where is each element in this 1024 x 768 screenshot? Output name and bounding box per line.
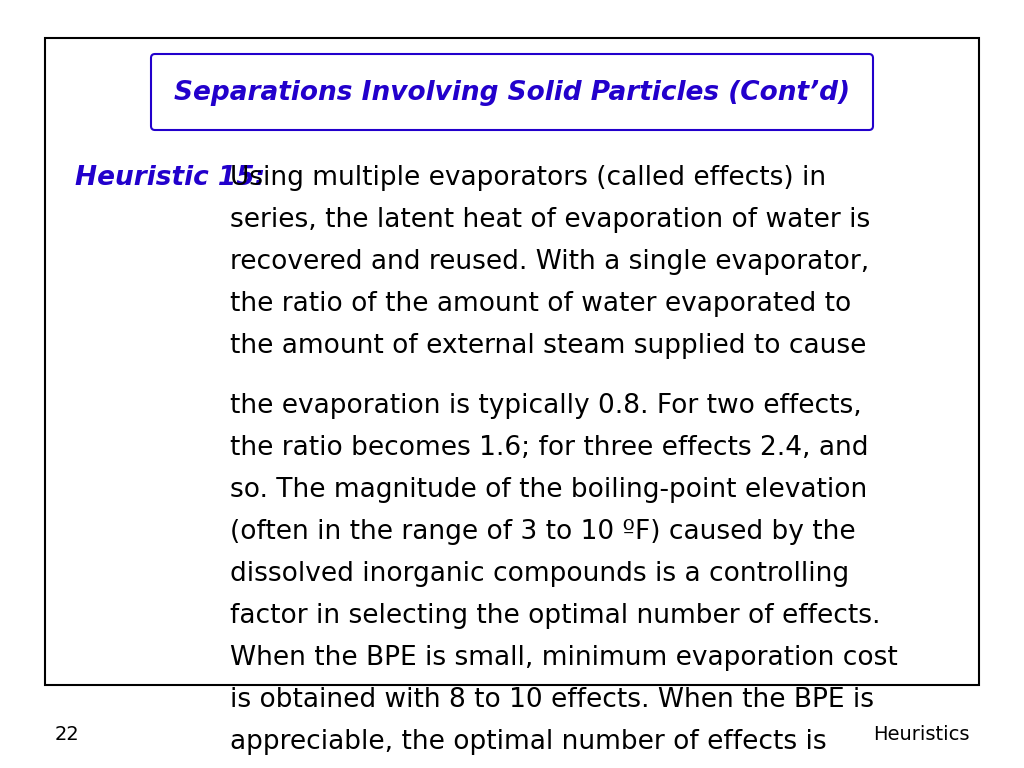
Text: (often in the range of 3 to 10 ºF) caused by the: (often in the range of 3 to 10 ºF) cause…	[230, 519, 856, 545]
Text: the evaporation is typically 0.8. For two effects,: the evaporation is typically 0.8. For tw…	[230, 393, 862, 419]
Text: the amount of external steam supplied to cause: the amount of external steam supplied to…	[230, 333, 866, 359]
Text: dissolved inorganic compounds is a controlling: dissolved inorganic compounds is a contr…	[230, 561, 849, 587]
Text: Separations Involving Solid Particles (Cont’d): Separations Involving Solid Particles (C…	[174, 80, 850, 106]
Text: 22: 22	[55, 726, 80, 744]
Text: Heuristic 15:: Heuristic 15:	[75, 165, 265, 191]
Bar	[45, 38, 979, 685]
Text: is obtained with 8 to 10 effects. When the BPE is: is obtained with 8 to 10 effects. When t…	[230, 687, 874, 713]
Text: series, the latent heat of evaporation of water is: series, the latent heat of evaporation o…	[230, 207, 870, 233]
Text: recovered and reused. With a single evaporator,: recovered and reused. With a single evap…	[230, 249, 869, 275]
Text: the ratio becomes 1.6; for three effects 2.4, and: the ratio becomes 1.6; for three effects…	[230, 435, 868, 461]
FancyBboxPatch shape	[151, 54, 873, 130]
Text: factor in selecting the optimal number of effects.: factor in selecting the optimal number o…	[230, 603, 881, 629]
Text: Heuristics: Heuristics	[873, 726, 970, 744]
Text: the ratio of the amount of water evaporated to: the ratio of the amount of water evapora…	[230, 291, 851, 317]
Text: When the BPE is small, minimum evaporation cost: When the BPE is small, minimum evaporati…	[230, 645, 898, 671]
Text: so. The magnitude of the boiling-point elevation: so. The magnitude of the boiling-point e…	[230, 477, 867, 503]
Text: appreciable, the optimal number of effects is: appreciable, the optimal number of effec…	[230, 729, 826, 755]
Text: Using multiple evaporators (called effects) in: Using multiple evaporators (called effec…	[230, 165, 826, 191]
